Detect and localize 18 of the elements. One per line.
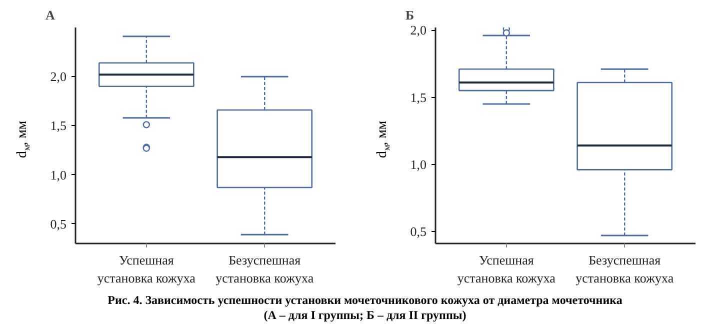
y-tick-label: 1,0 (50, 167, 66, 182)
y-tick-label: 2,0 (50, 69, 66, 84)
text: Рис. 4. Зависимость успешности установки мочеточникового кожуха от диаметра мочеточника (108, 293, 622, 307)
y-axis-title: dм, мм (375, 120, 392, 158)
x-tick-label: Безуспешная установка кожуха (216, 252, 314, 286)
x-tick-label: Безуспешная установка кожуха (576, 252, 674, 286)
text: (А – для I группы; Б – для II группы) (264, 308, 466, 322)
y-axis-title: dм, мм (15, 120, 32, 158)
chart-title: Б (406, 8, 414, 22)
x-tick-label: Успешная установка кожуха (97, 252, 196, 286)
y-tick-label: 1,5 (410, 90, 426, 105)
y-tick-label: 0,5 (410, 224, 426, 239)
x-tick-label: Успешная установка кожуха (457, 252, 556, 286)
y-tick-label: 1,0 (410, 156, 426, 172)
y-tick-label: 2,0 (410, 22, 426, 38)
y-tick-label: 0,5 (50, 216, 66, 232)
y-tick-label: 1,5 (50, 118, 66, 134)
chart-title: А (46, 8, 56, 22)
